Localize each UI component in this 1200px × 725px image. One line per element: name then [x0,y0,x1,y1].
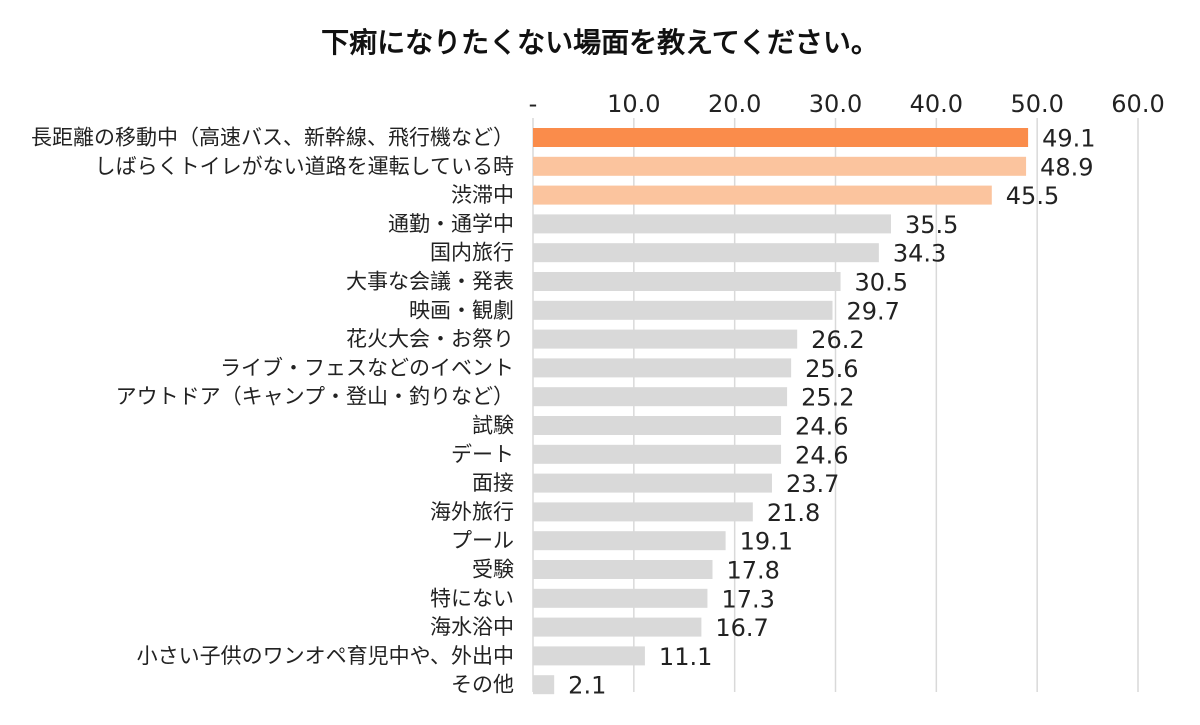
value-label-9: 25.2 [801,384,854,412]
value-label-19: 2.1 [568,672,606,700]
category-label-2: 渋滞中 [451,183,514,207]
value-label-2: 45.5 [1006,182,1059,210]
x-tick-label-2: 20.0 [708,90,761,118]
bar-13 [533,502,753,522]
x-tick-label-5: 50.0 [1010,90,1063,118]
value-label-10: 24.6 [795,413,848,441]
category-label-1: しばらくトイレがない道路を運転している時 [95,154,514,178]
category-label-9: アウトドア（キャンプ・登山・釣りなど） [116,385,514,409]
bar-0 [533,128,1029,147]
value-label-17: 16.7 [715,614,768,642]
bar-9 [533,387,788,407]
category-label-18: 小さい子供のワンオペ育児中や、外出中 [137,644,514,668]
value-label-3: 35.5 [905,211,958,239]
category-label-13: 海外旅行 [430,500,514,524]
bar-19 [533,675,555,695]
bar-18 [533,646,645,666]
bar-1 [533,156,1027,176]
value-label-1: 48.9 [1040,153,1093,181]
bar-6 [533,300,833,320]
x-tick-label-3: 30.0 [809,90,862,118]
category-label-10: 試験 [472,414,514,438]
category-label-3: 通勤・通学中 [388,212,514,236]
x-axis-ticks: - 10.0 20.0 30.0 40.0 50.0 60.0 [529,90,1165,118]
bars [533,128,1029,695]
category-label-0: 長距離の移動中（高速バス、新幹線、飛行機など） [31,126,514,150]
category-label-7: 花火大会・お祭り [346,327,514,351]
value-label-7: 26.2 [811,326,864,354]
bar-4 [533,243,879,263]
category-label-16: 特にない [430,586,514,610]
x-tick-label-4: 40.0 [910,90,963,118]
bar-14 [533,531,726,551]
category-label-11: デート [451,442,514,466]
value-label-5: 30.5 [855,269,908,297]
x-tick-label-0: - [529,90,538,118]
category-label-14: プール [451,529,514,553]
chart-title: 下痢になりたくない場面を教えてください。 [321,26,879,59]
bar-12 [533,473,772,493]
bar-15 [533,560,713,579]
value-label-14: 19.1 [740,528,793,556]
bar-8 [533,358,792,378]
category-label-12: 面接 [472,471,514,495]
category-labels: 長距離の移動中（高速バス、新幹線、飛行機など） しばらくトイレがない道路を運転して… [31,126,514,697]
bar-2 [533,185,992,205]
category-label-8: ライブ・フェスなどのイベント [220,356,514,380]
category-label-19: その他 [451,673,514,697]
x-tick-label-1: 10.0 [607,90,660,118]
value-label-18: 11.1 [659,643,712,671]
value-label-16: 17.3 [721,585,774,613]
value-labels: 49.148.945.5 35.534.330.529.726.225.625.2… [568,125,1095,700]
value-label-11: 24.6 [795,441,848,469]
x-tick-label-6: 60.0 [1111,90,1164,118]
value-label-4: 34.3 [893,240,946,268]
bar-3 [533,214,891,234]
bar-7 [533,329,798,349]
bar-5 [533,272,841,291]
bar-17 [533,617,702,637]
value-label-13: 21.8 [767,499,820,527]
category-label-17: 海水浴中 [430,615,514,639]
value-label-8: 25.6 [805,355,858,383]
value-label-6: 29.7 [846,297,899,325]
bar-10 [533,416,782,435]
category-label-15: 受験 [472,558,514,582]
category-label-5: 大事な会議・発表 [346,270,514,294]
category-label-6: 映画・観劇 [409,298,514,322]
category-label-4: 国内旅行 [430,241,514,265]
bar-11 [533,444,782,464]
value-label-0: 49.1 [1042,125,1095,153]
value-label-12: 23.7 [786,470,839,498]
bar-16 [533,588,708,608]
value-label-15: 17.8 [726,557,779,585]
